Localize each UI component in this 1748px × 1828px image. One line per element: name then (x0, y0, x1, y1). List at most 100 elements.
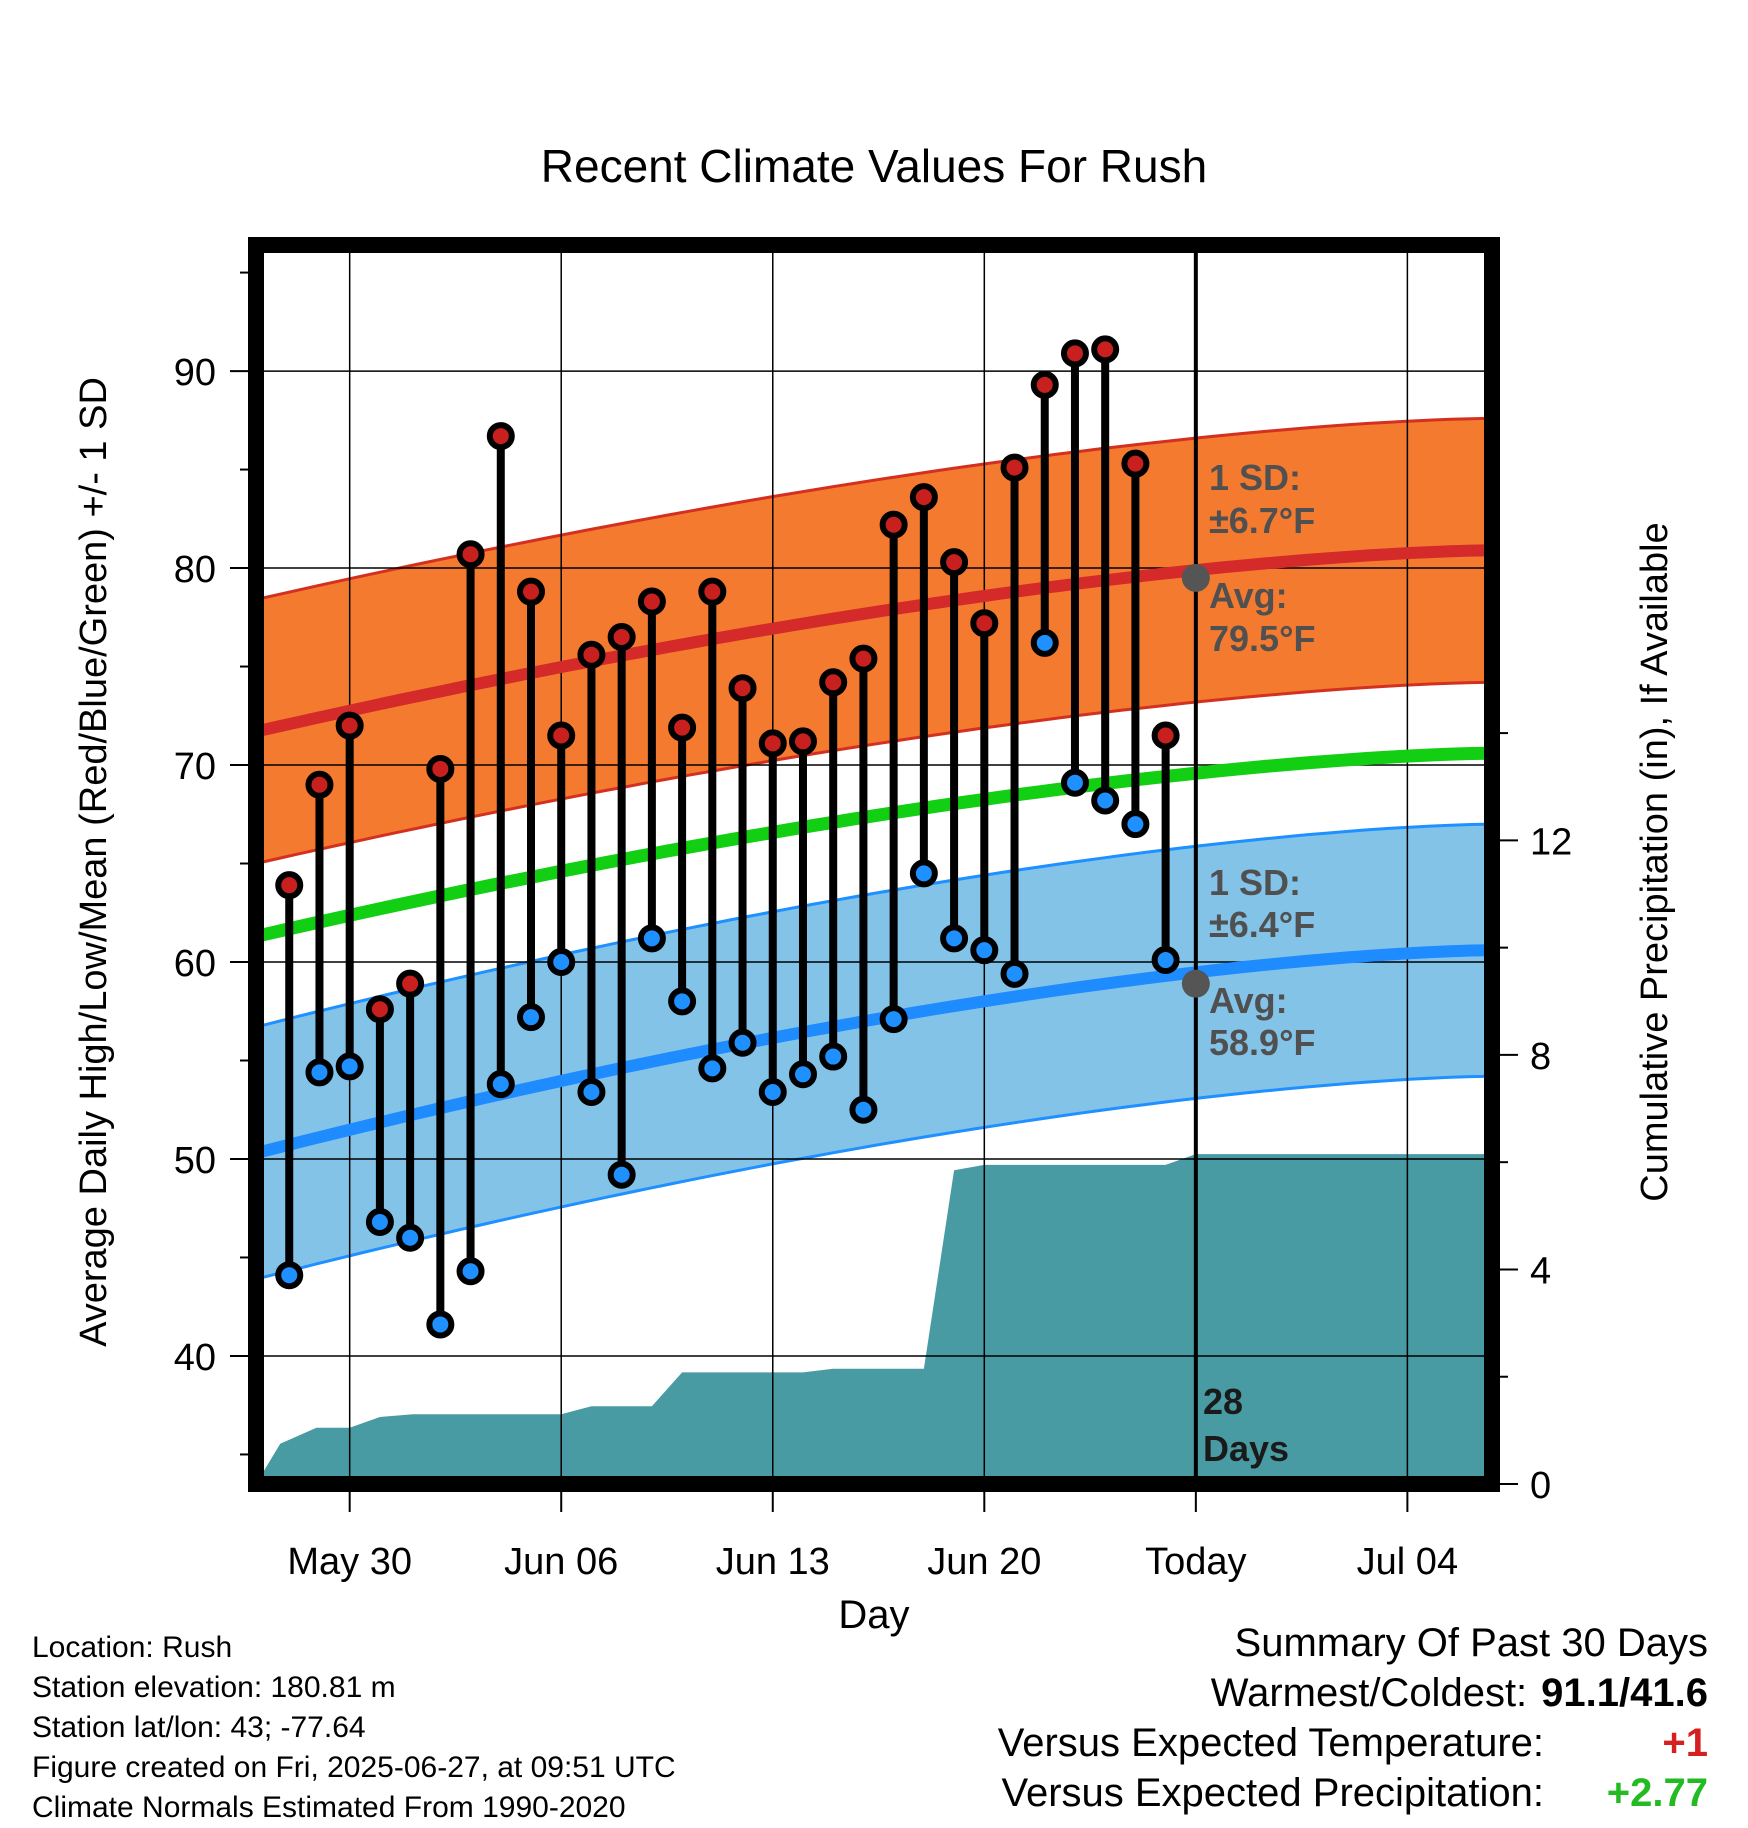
low-point-27 (1091, 786, 1120, 815)
high-sd-value: ±6.7°F (1209, 500, 1315, 541)
summary-title: Summary Of Past 30 Days (1234, 1621, 1708, 1665)
low-point-25 (1030, 628, 1059, 657)
high-point-1 (305, 770, 334, 799)
elevation-text: Station elevation: 180.81 m (32, 1671, 396, 1704)
low-sd-upper-edge (256, 822, 1492, 1029)
x-tick-label-5: Jul 04 (1357, 1541, 1458, 1583)
high-point-2 (335, 711, 364, 740)
y-axis-label: Average Daily High/Low/Mean (Red/Blue/Gr… (73, 377, 115, 1347)
x-tick-label-2: Jun 13 (716, 1541, 830, 1583)
precip-value: +2.77 (1606, 1771, 1708, 1815)
y-tick-label-50: 50 (174, 1140, 216, 1182)
low-sd-value: ±6.4°F (1209, 904, 1315, 945)
low-point-14 (698, 1054, 727, 1083)
low-point-24 (1000, 959, 1029, 988)
x-tick-label-1: Jun 06 (504, 1541, 618, 1583)
low-point-21 (909, 859, 938, 888)
today-low-avg-dot (1181, 969, 1210, 998)
high-point-13 (668, 713, 697, 742)
normal-high-line (256, 544, 1492, 738)
location-text: Location: Rush (32, 1631, 233, 1664)
y-tick-label-40: 40 (174, 1337, 216, 1379)
high-point-11 (607, 622, 636, 651)
low-point-8 (517, 1003, 546, 1032)
y2-axis-label: Cumulative Precipitation (in), If Availa… (1634, 522, 1676, 1201)
plot-clipped-group (256, 245, 1492, 1484)
high-point-22 (940, 548, 969, 577)
low-point-6 (456, 1257, 485, 1286)
high-point-19 (849, 644, 878, 673)
low-sd-band (256, 824, 1492, 1280)
low-point-13 (668, 987, 697, 1016)
low-sd-label: 1 SD: (1209, 862, 1301, 903)
plot-frame (248, 237, 1500, 1492)
normal-mean-line (256, 746, 1492, 943)
low-point-28 (1121, 810, 1150, 839)
low-point-3 (365, 1208, 394, 1237)
high-point-15 (728, 674, 757, 703)
station-info: Location: Rush Station elevation: 180.81… (32, 1628, 676, 1828)
warm-cold-value: 91.1/41.6 (1541, 1671, 1708, 1715)
low-point-18 (819, 1042, 848, 1071)
precipitation-area (256, 1154, 1492, 1484)
high-sd-label: 1 SD: (1209, 457, 1301, 498)
high-sd-lower-edge (256, 680, 1492, 865)
latlon-text: Station lat/lon: 43; -77.64 (32, 1711, 366, 1744)
low-point-17 (788, 1060, 817, 1089)
low-point-22 (940, 924, 969, 953)
normals-text: Climate Normals Estimated From 1990-2020 (32, 1791, 626, 1824)
high-point-14 (698, 577, 727, 606)
low-sd-lower-edge (256, 1074, 1492, 1281)
low-point-19 (849, 1095, 878, 1124)
high-point-4 (396, 969, 425, 998)
warm-cold-label: Warmest/Coldest: (1210, 1671, 1528, 1715)
days-count-label: 28 (1203, 1381, 1243, 1422)
summary-panel: Summary Of Past 30 Days Warmest/Coldest:… (998, 1618, 1708, 1818)
low-avg-label: Avg: (1209, 980, 1288, 1021)
summary-temp: Versus Expected Temperature: +1 (998, 1718, 1708, 1768)
high-point-12 (637, 587, 666, 616)
precip-label: Versus Expected Precipitation: (1001, 1771, 1544, 1815)
days-word-label: Days (1203, 1428, 1289, 1469)
low-point-16 (758, 1078, 787, 1107)
high-point-28 (1121, 449, 1150, 478)
temp-value: +1 (1662, 1721, 1708, 1765)
y-tick-label-60: 60 (174, 943, 216, 985)
high-point-6 (456, 540, 485, 569)
high-point-5 (426, 754, 455, 783)
y2-tick-label-8: 8 (1530, 1036, 1551, 1078)
chart-title: Recent Climate Values For Rush (541, 140, 1207, 192)
high-point-7 (486, 422, 515, 451)
low-point-29 (1151, 946, 1180, 975)
temp-label: Versus Expected Temperature: (997, 1721, 1544, 1765)
low-point-0 (275, 1261, 304, 1290)
y2-tick-label-4: 4 (1530, 1250, 1551, 1292)
high-avg-value: 79.5°F (1209, 618, 1315, 659)
high-avg-label: Avg: (1209, 575, 1288, 616)
summary-precip: Versus Expected Precipitation: +2.77 (998, 1768, 1708, 1818)
high-point-21 (909, 483, 938, 512)
low-point-2 (335, 1052, 364, 1081)
low-point-20 (879, 1005, 908, 1034)
y2-tick-label-12: 12 (1530, 821, 1572, 863)
x-axis-label: Day (838, 1593, 909, 1637)
today-high-avg-dot (1181, 563, 1210, 592)
plot-area: 40 50 60 70 80 90 0 4 8 12 May 30 Jun 06 Jun 13 Jun 2… (174, 237, 1572, 1583)
high-point-24 (1000, 453, 1029, 482)
low-point-23 (970, 936, 999, 965)
high-point-17 (788, 727, 817, 756)
low-point-15 (728, 1028, 757, 1057)
x-tick-label-4: Today (1145, 1541, 1246, 1583)
low-point-11 (607, 1160, 636, 1189)
high-point-20 (879, 510, 908, 539)
high-point-27 (1091, 335, 1120, 364)
low-point-4 (396, 1223, 425, 1252)
x-tick-label-0: May 30 (287, 1541, 412, 1583)
y-tick-label-90: 90 (174, 352, 216, 394)
high-point-25 (1030, 370, 1059, 399)
high-point-0 (275, 871, 304, 900)
high-point-26 (1060, 339, 1089, 368)
low-point-7 (486, 1070, 515, 1099)
high-point-9 (547, 721, 576, 750)
summary-warm-cold: Warmest/Coldest: 91.1/41.6 (998, 1668, 1708, 1718)
